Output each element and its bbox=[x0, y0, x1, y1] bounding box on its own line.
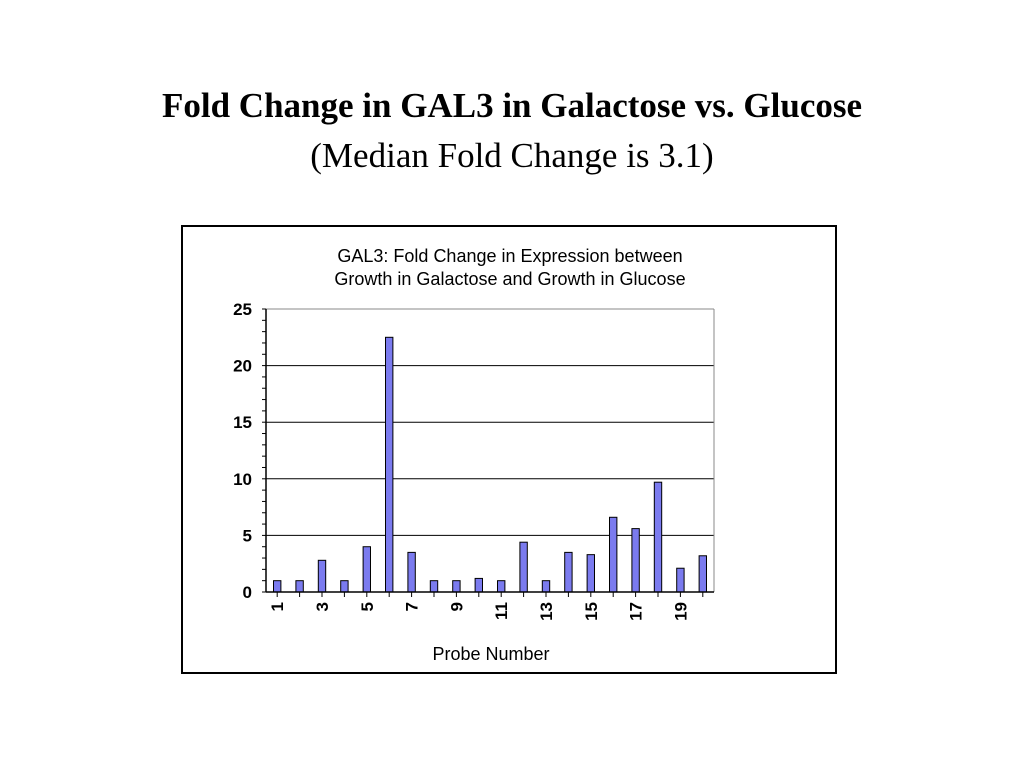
x-tick-label: 9 bbox=[447, 602, 466, 611]
x-tick-label: 15 bbox=[582, 602, 601, 621]
y-tick-label: 10 bbox=[233, 470, 252, 489]
x-tick-label: 17 bbox=[627, 602, 646, 621]
bar bbox=[698, 555, 707, 593]
bar bbox=[676, 567, 685, 593]
slide-subtitle: (Median Fold Change is 3.1) bbox=[310, 136, 714, 175]
bar-chart: GAL3: Fold Change in Expression between … bbox=[233, 246, 715, 664]
bar bbox=[295, 580, 304, 593]
y-tick-label: 15 bbox=[233, 413, 252, 432]
bar bbox=[541, 580, 551, 593]
y-tick-label: 0 bbox=[243, 583, 252, 602]
x-tick-label: 7 bbox=[403, 602, 422, 611]
bar bbox=[385, 336, 394, 593]
y-tick-label: 5 bbox=[243, 526, 252, 545]
slide-title: Fold Change in GAL3 in Galactose vs. Glu… bbox=[161, 86, 863, 125]
x-tick-label: 1 bbox=[268, 602, 287, 611]
chart-title-line-1: GAL3: Fold Change in Expression between bbox=[337, 246, 682, 266]
bar bbox=[340, 580, 349, 593]
bar bbox=[452, 580, 461, 593]
chart-frame: GAL3: Fold Change in Expression between … bbox=[181, 225, 837, 674]
chart-title-line-2: Growth in Galactose and Growth in Glucos… bbox=[334, 269, 685, 289]
bar bbox=[474, 577, 483, 593]
bar bbox=[609, 516, 618, 593]
x-axis-label: Probe Number bbox=[432, 644, 549, 664]
bar bbox=[653, 481, 663, 593]
bar bbox=[564, 551, 573, 593]
bar bbox=[586, 554, 595, 593]
bar bbox=[497, 580, 506, 593]
bar bbox=[407, 551, 416, 593]
bar bbox=[273, 580, 282, 593]
bar bbox=[362, 546, 371, 593]
y-tick-label: 25 bbox=[233, 300, 252, 319]
x-tick-label: 13 bbox=[537, 602, 556, 621]
y-tick-label: 20 bbox=[233, 357, 252, 376]
bar bbox=[429, 580, 439, 593]
x-tick-label: 11 bbox=[492, 602, 511, 620]
x-tick-label: 5 bbox=[358, 602, 377, 611]
bar bbox=[631, 528, 640, 593]
x-tick-label: 3 bbox=[313, 602, 332, 611]
bar bbox=[317, 559, 327, 593]
x-tick-label: 19 bbox=[671, 602, 690, 621]
bar bbox=[519, 541, 528, 593]
